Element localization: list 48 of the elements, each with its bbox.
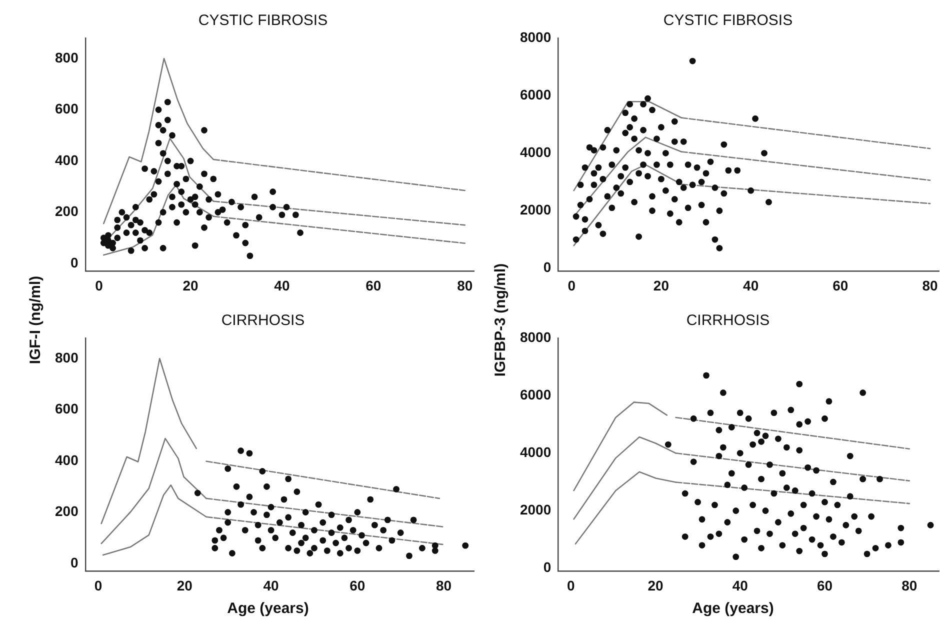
x-tick-label: 20 [182,277,199,294]
y-tick-label: 4000 [520,144,552,160]
x-tick-label: 60 [832,277,848,294]
x-axis-title: Age (years) [691,600,775,617]
x-tick-label: 20 [176,577,193,594]
y-tick-label: 8000 [520,28,552,45]
x-tick-label: 40 [274,277,290,294]
x-tick-label: 20 [648,577,664,594]
y-tick-label: 800 [55,49,79,66]
x-tick-label: 40 [263,577,280,594]
y-tick-label: 0 [70,554,79,570]
x-tick-label: 0 [94,577,102,594]
x-tick-label: 40 [743,277,759,294]
y-tick-label: 800 [55,349,79,366]
x-tick-label: 60 [366,277,382,294]
y-tick-label: 200 [55,503,79,520]
x-tick-label: 60 [816,577,833,594]
y-axis-title: IGFBP-3 (ng/ml) [491,262,510,379]
y-tick-label: 0 [543,259,552,276]
y-tick-label: 2000 [520,502,552,518]
x-tick-label: 40 [732,577,748,594]
x-tick-label: 80 [922,277,938,294]
y-tick-label: 0 [543,559,552,576]
y-tick-label: 400 [55,152,79,168]
y-tick-label: 600 [55,100,79,117]
y-tick-label: 600 [55,400,79,417]
y-tick-label: 4000 [520,444,552,460]
y-tick-label: 6000 [520,386,552,402]
x-axis-title: Age (years) [226,600,310,617]
x-tick-label: 80 [457,277,473,294]
y-tick-label: 200 [55,203,79,220]
chart-title: CIRRHOSIS [221,312,305,330]
x-tick-label: 80 [902,577,918,594]
y-tick-label: 2000 [520,202,552,218]
x-tick-label: 80 [436,577,452,594]
x-tick-label: 0 [568,277,576,294]
chart-title: CYSTIC FIBROSIS [198,12,328,30]
x-tick-label: 60 [350,577,366,594]
y-tick-label: 6000 [520,86,552,102]
y-tick-label: 0 [70,254,79,270]
x-tick-label: 0 [95,277,104,294]
y-tick-label: 400 [55,452,79,468]
x-tick-label: 0 [566,577,575,594]
chart-title: CIRRHOSIS [686,312,770,330]
chart-title: CYSTIC FIBROSIS [663,12,793,30]
y-axis-title: IGF-I (ng/ml) [26,274,45,366]
y-tick-label: 8000 [520,328,552,345]
x-tick-label: 20 [653,277,670,294]
